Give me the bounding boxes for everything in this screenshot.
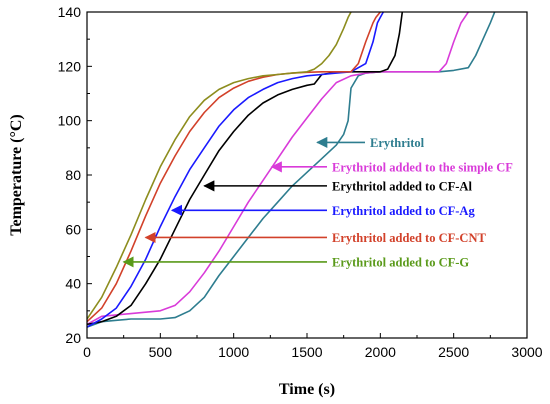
annotation-label: Erythritol added to CF-Al <box>332 179 472 193</box>
ticks-layer: 0 500 1000 1500 2000 2500 3000 20 40 60 80 100 120 14… <box>58 4 543 360</box>
x-tick-label: 500 <box>149 344 173 360</box>
x-axis-title: Time (s) <box>279 381 335 398</box>
y-tick-label: 20 <box>65 330 81 346</box>
axes-layer <box>86 11 528 339</box>
y-tick-label: 40 <box>65 276 81 292</box>
annotation-label: Erythritol added to CF-CNT <box>332 231 486 245</box>
series-line-1 <box>87 12 469 326</box>
x-tick-label: 1000 <box>218 344 249 360</box>
y-tick-label: 60 <box>65 221 81 237</box>
x-tick-label: 2500 <box>438 344 469 360</box>
x-tick-label: 0 <box>83 344 91 360</box>
y-tick-label: 80 <box>65 167 81 183</box>
x-tick-label: 1500 <box>291 344 322 360</box>
annotation-label: Erythritol <box>370 136 425 150</box>
series-line-5 <box>87 12 352 320</box>
y-axis-title: Temperature (°C) <box>8 114 25 235</box>
annotation-label: Erythritol added to CF-Ag <box>332 204 475 218</box>
series-line-3 <box>87 12 384 328</box>
annotation-layer: Erythritol Erythritol added to the simple… <box>122 136 513 269</box>
y-tick-label: 120 <box>58 58 82 74</box>
plot-frame <box>86 11 528 339</box>
series-line-0 <box>87 12 496 328</box>
x-tick-label: 3000 <box>511 344 542 360</box>
series-line-2 <box>87 12 404 326</box>
x-tick-label: 2000 <box>365 344 396 360</box>
y-tick-label: 140 <box>58 4 82 20</box>
series-layer <box>87 12 496 328</box>
annotation-label: Erythritol added to CF-G <box>332 255 469 269</box>
annotation-label: Erythritol added to the simple CF <box>332 160 513 174</box>
series-line-4 <box>87 12 381 323</box>
y-tick-label: 100 <box>58 113 82 129</box>
